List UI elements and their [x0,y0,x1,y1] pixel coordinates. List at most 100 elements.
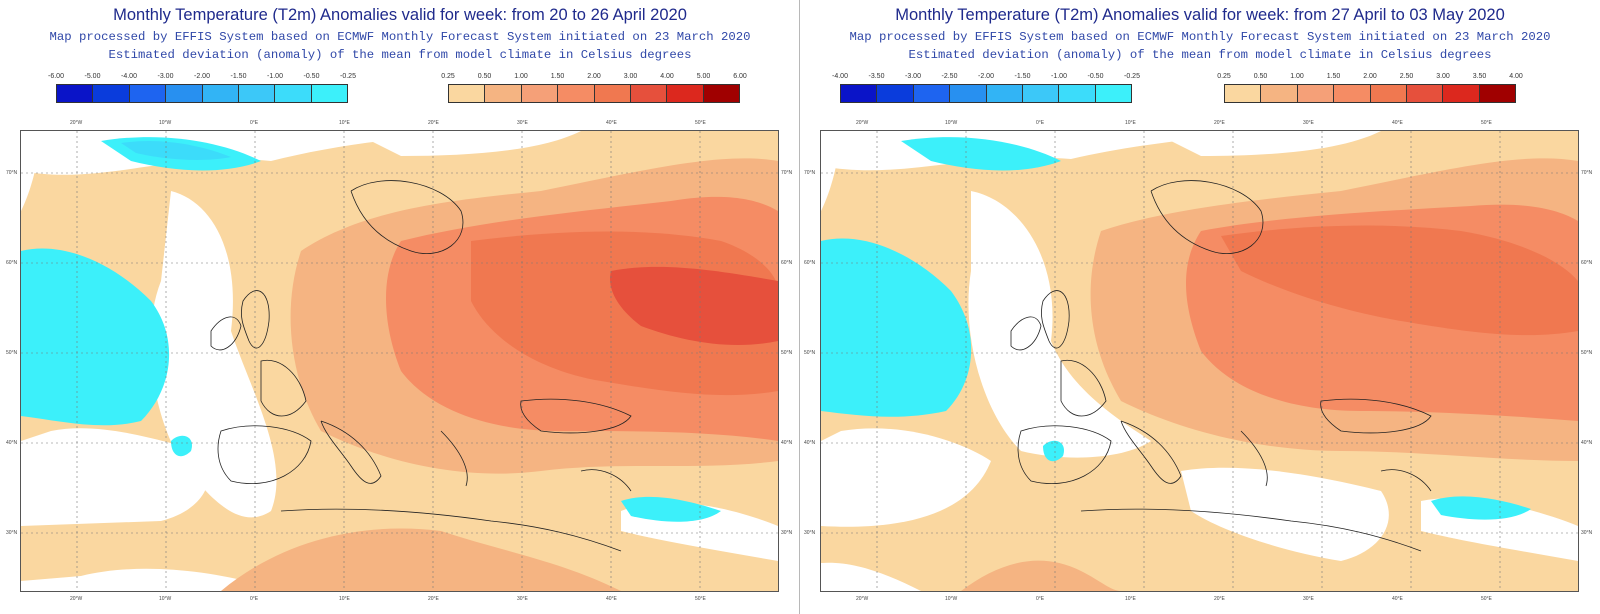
lon-tick-label-bottom: 10°W [159,596,172,602]
legend-swatch [1297,85,1335,102]
legend-tick-label: -3.00 [905,73,921,80]
lon-tick-label: 20°W [70,120,83,126]
lon-tick-label-bottom: 50°E [1481,596,1492,602]
legend-warm-bar [448,84,740,103]
panel-subtitle-source: Map processed by EFFIS System based on E… [849,30,1551,44]
legend-swatch [1022,85,1060,102]
legend-tick-label: -2.00 [978,73,994,80]
lat-tick-label-right: 50°N [1581,350,1593,356]
lon-tick-label: 40°E [1392,120,1403,126]
legend-cold-bar [56,84,348,103]
legend-tick-label: 3.00 [623,73,638,80]
lat-tick-label-right: 70°N [1581,170,1593,176]
lon-tick-label: 20°W [856,120,869,126]
lat-tick-label: 40°N [804,440,816,446]
legend-swatch [986,85,1023,102]
lon-tick-label-bottom: 0°E [250,596,259,602]
panel-title: Monthly Temperature (T2m) Anomalies vali… [895,6,1505,24]
legend-tick-label: 2.00 [587,73,601,80]
legend-swatch [594,85,631,102]
lon-tick-label: 40°E [606,120,617,126]
lon-tick-label-bottom: 20°E [1214,596,1225,602]
panel-title: Monthly Temperature (T2m) Anomalies vali… [113,6,687,24]
legend-tick-label: 4.00 [1509,73,1523,80]
legend-swatch [202,85,239,102]
legend-swatch [877,85,914,102]
panel-subtitle-units: Estimated deviation (anomaly) of the mea… [108,48,692,62]
legend-tick-label: 5.00 [696,73,711,80]
lat-tick-label: 60°N [804,260,816,266]
legend-swatch [1370,85,1407,102]
legend-swatch [1059,85,1096,102]
lon-tick-label-bottom: 30°E [517,596,528,602]
anomaly-map [820,130,1579,592]
lat-tick-label: 60°N [6,260,18,266]
anomaly-map-graphic [21,131,778,591]
lat-tick-label-right: 30°N [781,530,793,536]
lat-tick-label-right: 70°N [781,170,793,176]
lon-tick-label: 20°E [1214,120,1225,126]
legend-cold-bar [840,84,1132,103]
legend-swatch [913,85,951,102]
lon-tick-label: 20°E [428,120,439,126]
lon-tick-label: 0°E [1036,120,1045,126]
legend-swatch [1261,85,1298,102]
lon-tick-label: 50°E [1481,120,1492,126]
legend-warm-labels: 0.25 0.50 1.00 1.50 2.00 3.00 4.00 5.00 6.00 [441,73,747,83]
legend-tick-label: -3.00 [157,73,174,80]
legend-swatch [238,85,276,102]
legend-tick-label: -4.00 [121,73,137,80]
lat-tick-label: 40°N [6,440,18,446]
lat-tick-label-right: 60°N [1581,260,1593,266]
legend-tick-label: 0.50 [477,73,492,80]
legend-tick-label: 2.00 [1363,73,1377,80]
legend-tick-label: -0.25 [340,73,356,80]
legend-swatch [57,85,94,102]
legend-cold-labels: -4.00 -3.50 -3.00 -2.50 -2.00 -1.50 -1.00 -0.50… [832,73,1140,83]
lat-tick-label: 30°N [6,530,18,536]
legend-tick-label: 3.00 [1436,73,1450,80]
anomaly-map [20,130,779,592]
legend-tick-label: -5.00 [84,73,101,80]
lon-tick-label: 10°E [1125,120,1136,126]
lon-tick-label-bottom: 20°W [70,596,83,602]
legend-tick-label: -1.00 [1051,73,1067,80]
legend-tick-label: 0.50 [1253,73,1268,80]
lat-tick-label-right: 30°N [1581,530,1593,536]
legend-tick-label: -0.50 [1087,73,1104,80]
lon-tick-label-bottom: 30°E [1303,596,1314,602]
lon-tick-label: 10°E [339,120,350,126]
lon-tick-label-bottom: 40°E [1392,596,1403,602]
legend-swatch [166,85,203,102]
lat-tick-label: 50°N [804,350,816,356]
legend-tick-label: -0.25 [1124,73,1140,80]
legend-swatch [1095,85,1131,102]
legend-swatch [129,85,167,102]
legend-tick-label: -1.50 [230,73,247,80]
legend-tick-label: -4.00 [832,73,848,80]
legend-swatch [485,85,522,102]
panel-subtitle-source: Map processed by EFFIS System based on E… [49,30,751,44]
lon-tick-label: 30°E [1303,120,1314,126]
lat-tick-label: 70°N [6,170,18,176]
lat-tick-label: 30°N [804,530,816,536]
legend-swatch [521,85,559,102]
legend-tick-label: -0.50 [303,73,320,80]
legend-swatch [275,85,312,102]
legend-tick-label: 0.25 [1217,73,1231,80]
panel-subtitle-units: Estimated deviation (anomaly) of the mea… [908,48,1492,62]
legend-tick-label: 2.50 [1399,73,1414,80]
legend-tick-label: 0.25 [441,73,455,80]
lon-tick-label-bottom: 0°E [1036,596,1045,602]
lat-tick-label-right: 40°N [781,440,793,446]
legend-swatch [630,85,668,102]
lat-tick-label: 70°N [804,170,816,176]
legend-swatch [1334,85,1371,102]
lon-tick-label-bottom: 20°W [856,596,869,602]
legend-cold-labels: -6.00 -5.00 -4.00 -3.00 -2.00 -1.50 -1.00 -0.50… [48,73,356,83]
legend-tick-label: -1.00 [267,73,283,80]
legend-swatch [703,85,739,102]
lon-tick-label: 10°W [945,120,958,126]
legend-tick-label: 1.50 [550,73,565,80]
legend-tick-label: 1.00 [514,73,528,80]
